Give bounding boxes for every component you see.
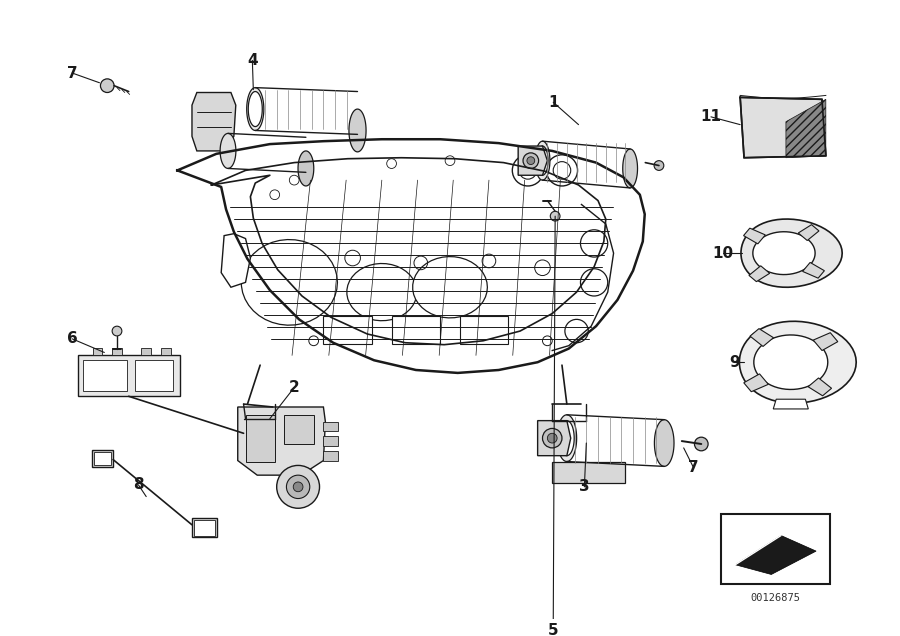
Bar — [460, 317, 508, 343]
Text: 4: 4 — [247, 53, 257, 68]
Polygon shape — [537, 146, 548, 176]
Circle shape — [286, 475, 310, 499]
Text: 3: 3 — [579, 480, 590, 494]
Polygon shape — [248, 92, 262, 127]
Text: 2: 2 — [289, 380, 300, 395]
Text: 9: 9 — [729, 355, 740, 370]
Bar — [94, 452, 112, 466]
Bar — [92, 450, 113, 467]
Circle shape — [547, 433, 557, 443]
Polygon shape — [750, 329, 773, 347]
Polygon shape — [743, 374, 769, 392]
Bar — [93, 348, 103, 356]
Circle shape — [112, 326, 122, 336]
Polygon shape — [754, 335, 828, 389]
Polygon shape — [238, 407, 326, 475]
Polygon shape — [553, 462, 626, 483]
Text: 1: 1 — [548, 95, 559, 110]
Circle shape — [695, 437, 708, 451]
Text: 11: 11 — [700, 109, 722, 125]
Circle shape — [523, 153, 538, 169]
Bar — [323, 317, 372, 343]
Bar — [192, 518, 217, 537]
Text: 10: 10 — [712, 245, 733, 261]
Bar — [392, 317, 440, 343]
Polygon shape — [654, 420, 674, 466]
Polygon shape — [221, 233, 250, 287]
Text: 00126875: 00126875 — [751, 593, 800, 603]
Bar — [194, 520, 215, 536]
Polygon shape — [773, 399, 808, 409]
Polygon shape — [349, 109, 366, 152]
Text: 6: 6 — [67, 331, 77, 347]
Bar — [83, 360, 127, 391]
Polygon shape — [241, 240, 338, 325]
Polygon shape — [743, 228, 765, 244]
Polygon shape — [192, 92, 236, 151]
Circle shape — [550, 211, 560, 221]
Polygon shape — [786, 99, 826, 158]
Polygon shape — [557, 415, 577, 462]
Bar — [323, 436, 338, 446]
Bar — [112, 348, 122, 356]
Text: 7: 7 — [67, 66, 77, 81]
Polygon shape — [536, 141, 550, 180]
Bar — [721, 514, 830, 584]
Polygon shape — [814, 333, 838, 350]
Circle shape — [293, 482, 303, 492]
Circle shape — [526, 156, 535, 165]
Bar — [323, 422, 338, 431]
Bar — [246, 415, 274, 462]
Bar — [141, 348, 151, 356]
Bar — [161, 348, 171, 356]
Bar — [78, 356, 180, 396]
Circle shape — [276, 466, 320, 508]
Polygon shape — [740, 321, 856, 403]
Polygon shape — [808, 378, 832, 396]
Polygon shape — [346, 263, 417, 321]
Polygon shape — [220, 134, 236, 169]
Polygon shape — [560, 420, 574, 455]
Text: 5: 5 — [548, 623, 559, 636]
Polygon shape — [623, 149, 637, 188]
Polygon shape — [749, 266, 770, 282]
Polygon shape — [798, 225, 819, 240]
Bar — [134, 360, 174, 391]
Text: 8: 8 — [133, 478, 144, 492]
Circle shape — [101, 79, 114, 92]
Bar — [323, 451, 338, 460]
Polygon shape — [735, 536, 816, 574]
Polygon shape — [803, 263, 824, 278]
Bar — [284, 415, 314, 444]
Polygon shape — [537, 420, 571, 455]
Polygon shape — [298, 151, 314, 186]
Text: 7: 7 — [688, 460, 698, 475]
Polygon shape — [753, 232, 815, 275]
Polygon shape — [518, 146, 547, 176]
Polygon shape — [413, 256, 488, 318]
Polygon shape — [740, 97, 826, 158]
Circle shape — [654, 161, 664, 170]
Polygon shape — [741, 219, 842, 287]
Circle shape — [543, 429, 562, 448]
Polygon shape — [247, 88, 264, 130]
